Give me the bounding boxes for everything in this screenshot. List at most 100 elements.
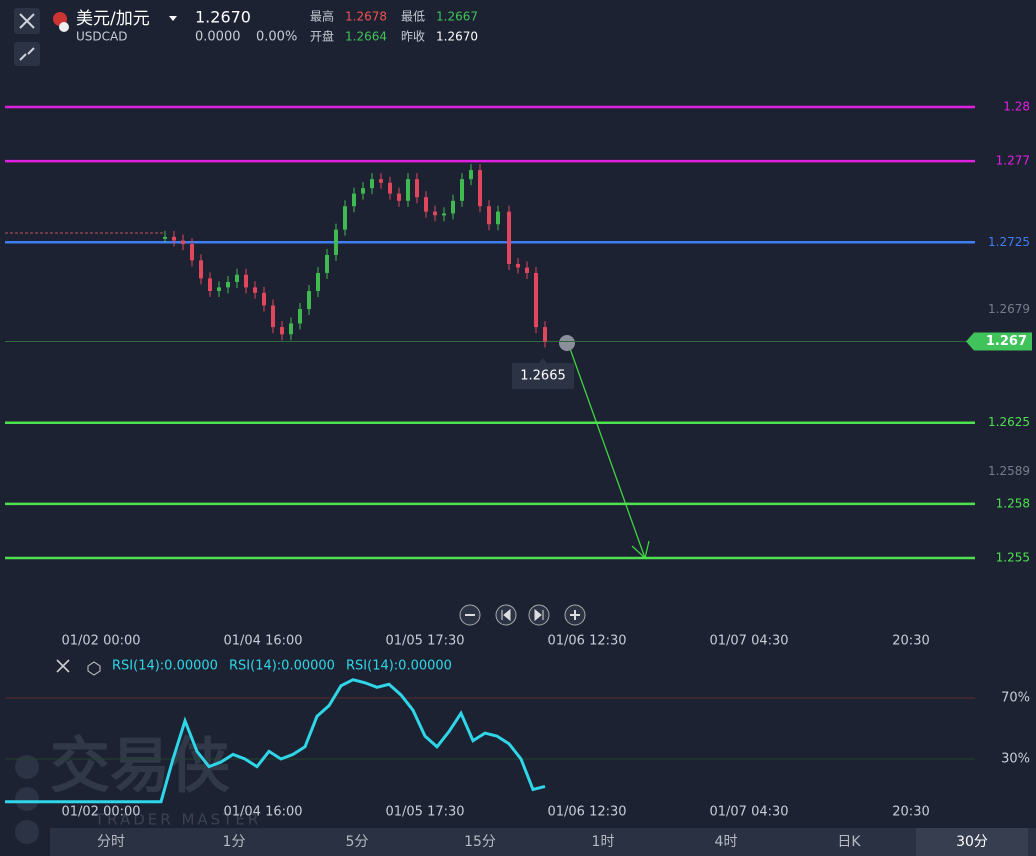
candle — [424, 197, 428, 212]
level-tag — [975, 549, 1036, 567]
x-label: 01/06 12:30 — [547, 634, 626, 649]
stat-label: 最高 — [310, 9, 334, 24]
stat-value: 1.2664 — [345, 30, 387, 44]
candle — [370, 179, 374, 189]
level-tag — [975, 98, 1036, 116]
low-tag — [512, 358, 574, 389]
axis-tick: 1.2679 — [988, 302, 1030, 316]
dropdown-icon[interactable] — [169, 16, 177, 21]
close-icon — [19, 13, 35, 29]
level-label: 1.258 — [996, 496, 1030, 510]
tab-bar — [50, 828, 1036, 856]
tab[interactable]: 4时 — [715, 834, 738, 850]
candle — [406, 179, 410, 201]
candle — [343, 206, 347, 230]
rsi-x-label: 01/07 04:30 — [709, 805, 788, 820]
level-tag — [975, 233, 1036, 252]
candle — [289, 323, 293, 335]
stat-value: 1.2678 — [345, 10, 387, 24]
tool-indicator[interactable] — [15, 820, 39, 844]
rsi-settings[interactable] — [87, 661, 101, 676]
tab[interactable]: 分时 — [97, 834, 125, 850]
level-label: 1.28 — [1003, 100, 1030, 114]
candle — [352, 193, 356, 207]
level-label: 1.2625 — [988, 415, 1030, 429]
rsi-x-label: 01/02 00:00 — [61, 805, 140, 820]
tool-draw[interactable] — [15, 787, 39, 811]
stat-label: 开盘 — [310, 29, 334, 44]
level-tag — [975, 152, 1036, 171]
nav-buttons — [459, 604, 586, 626]
pair-name[interactable]: 美元/加元 — [76, 9, 150, 29]
candle — [534, 272, 538, 328]
candle — [334, 229, 338, 255]
stat-label: 最低 — [401, 10, 425, 24]
candle — [496, 211, 500, 225]
rsi-tick: 30% — [1001, 752, 1030, 767]
candle — [442, 213, 446, 216]
candle — [226, 281, 230, 288]
candle — [325, 254, 329, 273]
candle — [244, 274, 248, 288]
candle — [379, 179, 383, 183]
candle — [397, 193, 401, 201]
change-pct: 0.00% — [256, 30, 297, 45]
candle — [190, 244, 194, 261]
candle — [516, 263, 520, 268]
current-price: 1.267 — [986, 334, 1027, 349]
tool-candle[interactable] — [15, 755, 39, 779]
rsi-x-label: 01/05 17:30 — [385, 805, 464, 820]
candle — [316, 272, 320, 292]
candle — [415, 179, 419, 198]
candle — [460, 179, 464, 201]
rsi-x-label: 01/06 12:30 — [547, 805, 626, 820]
candle — [451, 200, 455, 214]
tab[interactable]: 15分 — [464, 834, 496, 850]
candle — [253, 287, 257, 293]
candle — [271, 305, 275, 328]
info-icon[interactable] — [559, 335, 575, 351]
side-tools — [15, 755, 39, 844]
candle — [208, 278, 212, 292]
tab[interactable]: 5分 — [346, 834, 369, 850]
rsi-x-label: 20:30 — [892, 805, 929, 820]
candle — [433, 211, 437, 216]
tab-selected — [916, 828, 1028, 856]
candle — [469, 170, 473, 180]
candle — [307, 291, 311, 310]
candle — [199, 260, 203, 279]
rsi-label: RSI(14):0.00000 — [229, 659, 335, 674]
level-tag — [975, 413, 1036, 432]
low-label: 1.2665 — [520, 369, 566, 384]
tab[interactable]: 日K — [837, 834, 861, 850]
candle — [361, 188, 365, 194]
shrink-icon — [19, 47, 35, 61]
shrink-button[interactable] — [14, 42, 40, 66]
candle — [235, 274, 239, 282]
axis-tick: 1.2589 — [988, 464, 1030, 478]
candle — [487, 206, 491, 225]
current-price-tag — [966, 332, 1032, 351]
candle — [543, 327, 547, 342]
rsi-close[interactable] — [56, 659, 70, 673]
rsi-label: RSI(14):0.00000 — [346, 659, 452, 674]
candle — [507, 211, 511, 264]
tab[interactable]: 30分 — [956, 834, 988, 850]
stat-label: 昨收 — [401, 30, 425, 44]
x-label: 01/07 04:30 — [709, 634, 788, 649]
candle — [298, 309, 302, 324]
candle — [217, 287, 221, 292]
tab[interactable]: 1分 — [223, 834, 246, 850]
tab[interactable]: 1时 — [592, 834, 615, 850]
level-label: 1.255 — [996, 551, 1030, 565]
change: 0.0000 — [195, 30, 241, 45]
level-label: 1.277 — [996, 154, 1030, 168]
candle — [388, 182, 392, 194]
symbol: USDCAD — [76, 30, 127, 44]
x-label: 01/04 16:00 — [223, 634, 302, 649]
x-label: 20:30 — [892, 634, 929, 649]
candle — [172, 236, 176, 241]
level-label: 1.2725 — [988, 235, 1030, 249]
